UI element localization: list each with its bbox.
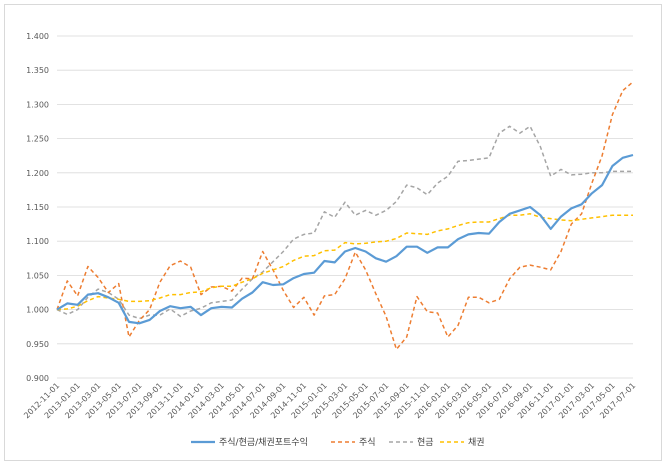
- series-line-3: [56, 213, 633, 311]
- y-tick-label: 1.050: [26, 271, 49, 280]
- y-tick-label: 1.000: [26, 306, 49, 315]
- gridlines: [57, 35, 633, 379]
- y-axis-ticks: 0.900 0.950 1.000 1.050 1.100 1.150 1.200 1.250…: [26, 32, 49, 383]
- y-tick-label: 1.400: [26, 32, 49, 41]
- legend: 주식/현금/채권포트수익 주식 현금 채권: [191, 436, 485, 448]
- series-line-2: [56, 125, 633, 320]
- legend-label: 현금: [417, 437, 434, 448]
- y-tick-label: 1.250: [26, 135, 49, 144]
- y-tick-label: 1.100: [26, 237, 49, 246]
- series-line-1: [56, 81, 634, 351]
- line-chart: 0.900 0.950 1.000 1.050 1.100 1.150 1.200 1.250…: [22, 32, 637, 448]
- legend-label: 주식/현금/채권포트수익: [219, 436, 308, 448]
- x-axis-ticks: 2012-11-012013-01-012013-03-012013-05-01…: [22, 381, 637, 420]
- y-tick-label: 1.300: [26, 100, 49, 109]
- legend-label: 채권: [468, 436, 485, 448]
- y-tick-label: 1.150: [26, 203, 49, 212]
- series-lines: [56, 81, 634, 351]
- y-tick-label: 1.200: [26, 169, 49, 178]
- y-tick-label: 1.350: [26, 66, 49, 75]
- y-tick-label: 0.950: [26, 340, 49, 349]
- y-tick-label: 0.900: [26, 374, 49, 383]
- chart-frame: 0.900 0.950 1.000 1.050 1.100 1.150 1.200 1.250…: [4, 4, 662, 461]
- legend-label: 주식: [359, 437, 376, 448]
- series-line-0: [56, 153, 634, 325]
